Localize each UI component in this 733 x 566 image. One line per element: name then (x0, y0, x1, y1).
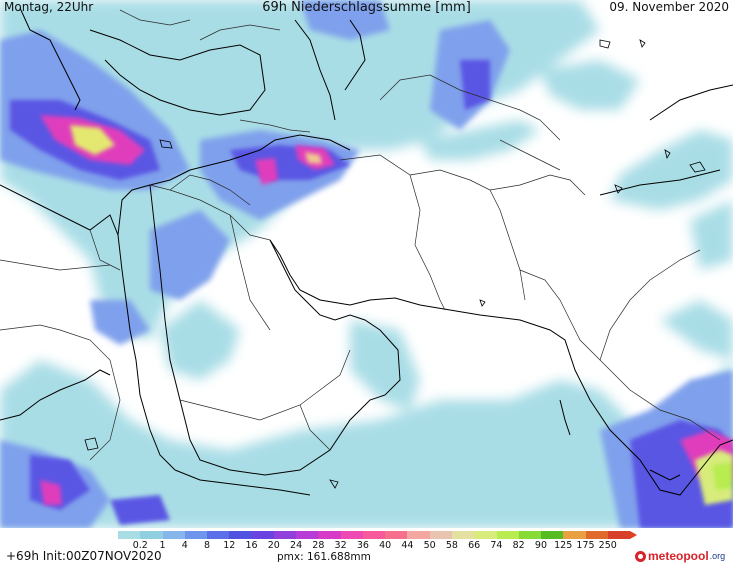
scale-swatch (140, 531, 163, 539)
country-borders (0, 9, 721, 461)
scale-tick-label: 12 (223, 540, 236, 551)
scale-tick-label: 44 (401, 540, 414, 551)
scale-swatch (518, 531, 542, 539)
scale-swatch (585, 531, 608, 539)
scale-swatch (474, 531, 497, 539)
max-precip-label: pmx: 161.688mm (277, 551, 371, 563)
precip-peak-areas (70, 125, 733, 505)
scale-swatch (451, 531, 475, 539)
logo-text: meteopool (648, 549, 709, 563)
scale-tick-label: 175 (576, 540, 595, 551)
scale-swatch (273, 531, 297, 539)
scale-tick-label: 20 (267, 540, 280, 551)
islands (84, 39, 706, 489)
scale-swatch (118, 531, 141, 539)
scale-swatch (318, 531, 341, 539)
color-scale-arrow (630, 531, 637, 539)
scale-swatch (607, 531, 631, 539)
scale-swatch (251, 531, 274, 539)
scale-swatch (184, 531, 208, 539)
scale-swatch (563, 531, 586, 539)
scale-tick-label: 90 (534, 540, 547, 551)
scale-swatch (207, 531, 230, 539)
scale-swatch (229, 531, 252, 539)
precipitation-map (0, 0, 733, 528)
scale-swatch (385, 531, 408, 539)
logo-icon (635, 550, 646, 562)
scale-tick-label: 32 (334, 540, 347, 551)
color-scale-ticks: 0.2 1 4 8 12 16 20 24 28 32 36 40 44 50 58 66 74 82 90 125 1… (110, 540, 645, 552)
scale-tick-label: 1 (159, 540, 166, 551)
scale-tick-label: 66 (468, 540, 481, 551)
scale-tick-label: 40 (379, 540, 392, 551)
scale-tick-label: 0.2 (132, 540, 148, 551)
scale-swatch (340, 531, 363, 539)
color-scale-bar (118, 531, 631, 539)
map-title: 69h Niederschlagssumme [mm] (262, 0, 471, 15)
scale-swatch (407, 531, 430, 539)
scale-swatch (162, 531, 185, 539)
scale-tick-label: 8 (204, 540, 211, 551)
coastlines (0, 7, 733, 496)
scale-tick-label: 74 (490, 540, 503, 551)
init-time-label: +69h Init:00Z07NOV2020 (6, 549, 162, 563)
scale-swatch (541, 531, 564, 539)
scale-tick-label: 250 (598, 540, 617, 551)
scale-tick-label: 82 (512, 540, 525, 551)
scale-tick-label: 58 (445, 540, 458, 551)
scale-tick-label: 24 (290, 540, 303, 551)
meteopool-logo[interactable]: meteopool .org (635, 548, 725, 564)
scale-tick-label: 125 (554, 540, 573, 551)
forecast-date: 09. November 2020 (609, 0, 729, 14)
scale-swatch (296, 531, 319, 539)
scale-tick-label: 4 (181, 540, 188, 551)
scale-swatch (496, 531, 519, 539)
forecast-day-time: Montag, 22Uhr (4, 0, 94, 14)
scale-tick-label: 36 (356, 540, 369, 551)
scale-tick-label: 50 (423, 540, 436, 551)
scale-swatch (362, 531, 386, 539)
logo-tld: .org (709, 551, 726, 561)
scale-swatch (429, 531, 452, 539)
scale-tick-label: 28 (312, 540, 325, 551)
scale-tick-label: 16 (245, 540, 258, 551)
